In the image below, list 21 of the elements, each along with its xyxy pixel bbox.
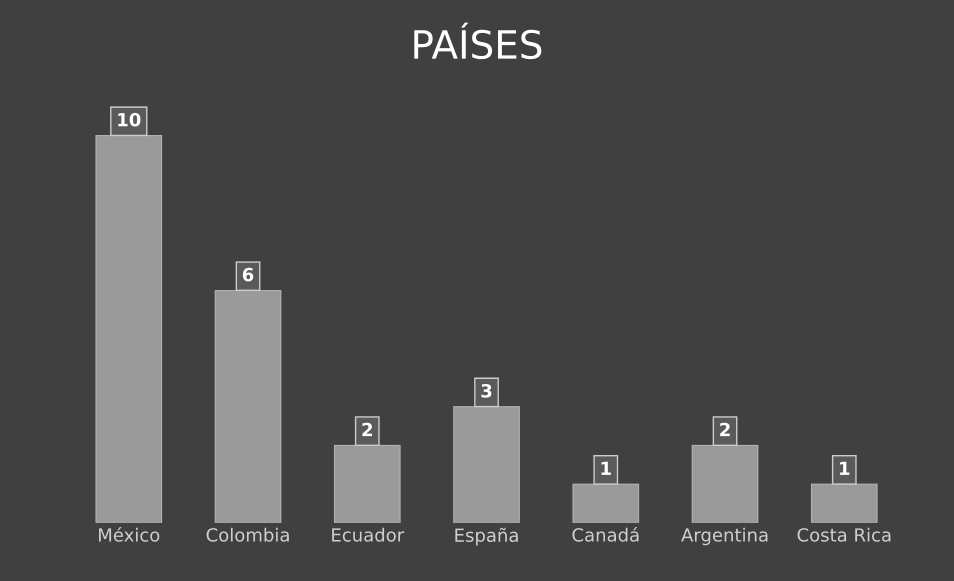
bar bbox=[572, 484, 640, 523]
data-label: 6 bbox=[242, 268, 254, 282]
data-label: 1 bbox=[840, 462, 850, 475]
bar bbox=[334, 444, 401, 523]
bar bbox=[810, 484, 878, 523]
data-label: 1 bbox=[602, 462, 611, 475]
x-tick-label: México bbox=[99, 527, 160, 542]
x-tick-label: España bbox=[455, 528, 518, 546]
x-tick-label: Costa Rica bbox=[798, 528, 890, 542]
x-tick-label: Argentina bbox=[681, 528, 768, 546]
x-tick-label: Canadá bbox=[572, 527, 638, 542]
data-label: 2 bbox=[362, 422, 372, 436]
bar bbox=[453, 406, 520, 523]
x-tick-label: Colombia bbox=[206, 528, 289, 542]
chart-title: PAÍSES bbox=[414, 22, 542, 60]
bar bbox=[214, 290, 282, 523]
data-label: 2 bbox=[720, 422, 730, 436]
data-label: 10 bbox=[118, 112, 140, 127]
data-label: 3 bbox=[481, 384, 492, 398]
x-tick-label: Ecuador bbox=[332, 528, 404, 542]
bar bbox=[692, 444, 758, 523]
